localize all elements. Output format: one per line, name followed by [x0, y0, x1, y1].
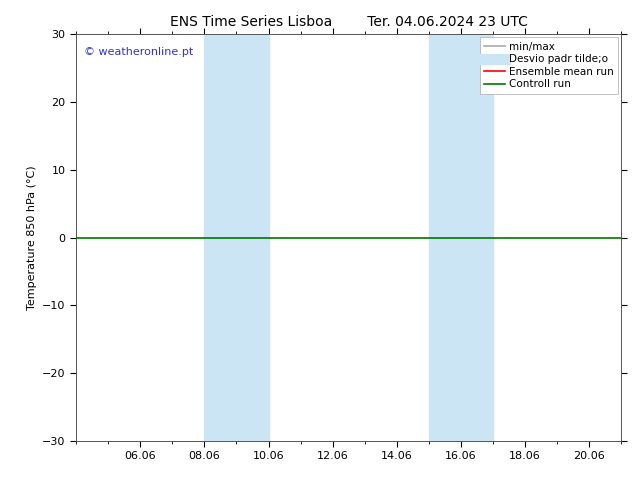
Text: © weatheronline.pt: © weatheronline.pt: [84, 47, 193, 56]
Title: ENS Time Series Lisboa        Ter. 04.06.2024 23 UTC: ENS Time Series Lisboa Ter. 04.06.2024 2…: [170, 15, 527, 29]
Y-axis label: Temperature 850 hPa (°C): Temperature 850 hPa (°C): [27, 165, 37, 310]
Bar: [429, 34, 493, 441]
Legend: min/max, Desvio padr tilde;o, Ensemble mean run, Controll run: min/max, Desvio padr tilde;o, Ensemble m…: [480, 37, 618, 94]
Bar: [204, 34, 269, 441]
